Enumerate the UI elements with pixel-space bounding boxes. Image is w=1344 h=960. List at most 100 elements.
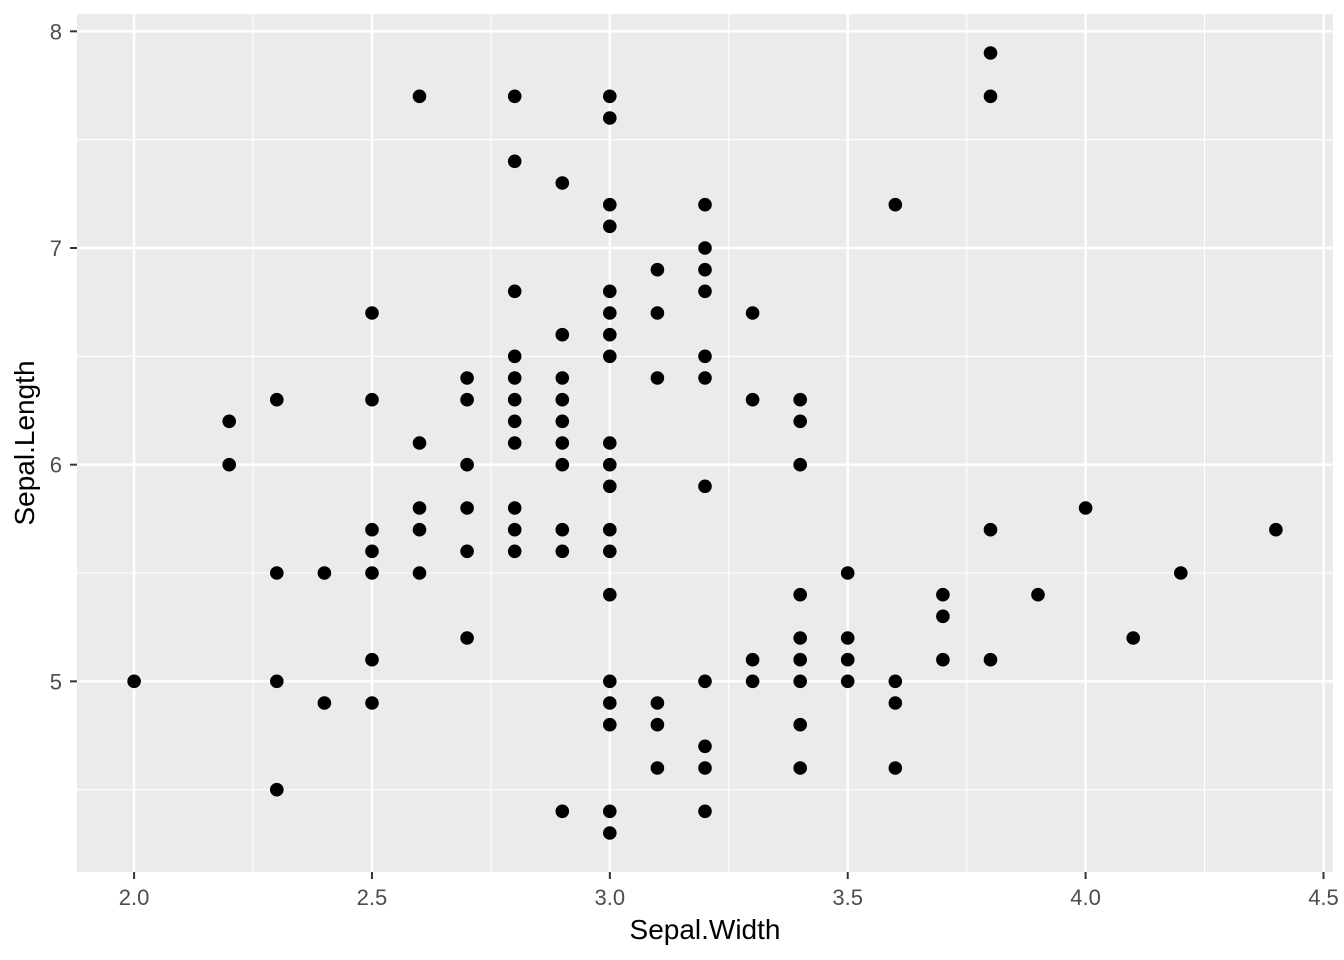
data-point <box>555 804 570 819</box>
x-tick-label: 2.5 <box>357 885 388 910</box>
data-point <box>698 349 712 364</box>
data-point <box>555 457 570 472</box>
data-point <box>888 696 903 710</box>
plot-panel <box>77 14 1333 872</box>
axis-tick-marks <box>70 30 1325 879</box>
data-point <box>793 761 807 775</box>
data-point <box>936 609 950 624</box>
data-point <box>412 501 427 515</box>
data-point <box>555 392 570 407</box>
data-point <box>698 371 712 385</box>
data-point <box>1174 566 1188 580</box>
data-point <box>603 349 617 364</box>
data-point <box>793 717 807 732</box>
data-point <box>888 761 903 775</box>
y-axis-tick-labels: 5 6 7 8 <box>50 19 62 694</box>
data-point <box>555 327 570 342</box>
data-point <box>698 761 712 775</box>
x-tick-label: 2.0 <box>119 885 150 910</box>
data-point <box>698 739 712 754</box>
data-point <box>603 826 617 840</box>
data-point <box>603 197 617 212</box>
data-point <box>698 804 712 819</box>
data-point <box>412 436 427 450</box>
data-point <box>745 392 760 407</box>
data-point <box>317 696 332 710</box>
data-point <box>270 782 284 797</box>
data-point <box>650 717 665 732</box>
data-point <box>793 674 807 689</box>
data-point <box>1269 522 1283 537</box>
data-point <box>270 674 284 689</box>
data-point <box>460 631 474 645</box>
data-point <box>365 652 379 667</box>
data-point <box>555 522 570 537</box>
data-point <box>603 587 617 602</box>
data-point <box>603 717 617 732</box>
data-point <box>840 631 855 645</box>
data-point <box>603 284 617 299</box>
data-point <box>603 544 617 559</box>
data-point <box>270 392 284 407</box>
data-point <box>1126 631 1140 645</box>
data-point <box>127 674 141 689</box>
data-points <box>127 46 1283 840</box>
data-point <box>507 349 522 364</box>
data-point <box>603 327 617 342</box>
data-point <box>507 154 522 169</box>
data-point <box>840 652 855 667</box>
data-point <box>603 804 617 819</box>
y-tick-label: 7 <box>50 236 62 261</box>
data-point <box>698 197 712 212</box>
data-point <box>460 544 474 559</box>
data-point <box>745 652 760 667</box>
data-point <box>460 371 474 385</box>
data-point <box>793 652 807 667</box>
data-point <box>365 696 379 710</box>
data-point <box>793 414 807 429</box>
data-point <box>603 457 617 472</box>
data-point <box>1031 587 1045 602</box>
data-point <box>507 544 522 559</box>
data-point <box>745 306 760 320</box>
data-point <box>222 457 236 472</box>
data-point <box>983 46 998 60</box>
data-point <box>650 262 665 277</box>
x-tick-label: 4.0 <box>1070 885 1101 910</box>
data-point <box>936 587 950 602</box>
y-tick-label: 8 <box>50 19 62 44</box>
data-point <box>507 436 522 450</box>
data-point <box>936 652 950 667</box>
data-point <box>365 566 379 580</box>
x-tick-label: 3.0 <box>595 885 626 910</box>
data-point <box>840 566 855 580</box>
data-point <box>650 761 665 775</box>
data-point <box>698 284 712 299</box>
data-point <box>412 522 427 537</box>
x-axis-title: Sepal.Width <box>630 914 781 945</box>
data-point <box>222 414 236 429</box>
data-point <box>555 436 570 450</box>
data-point <box>650 306 665 320</box>
minor-gridlines <box>77 14 1333 872</box>
x-tick-label: 3.5 <box>832 885 863 910</box>
data-point <box>888 197 903 212</box>
data-point <box>793 457 807 472</box>
x-tick-label: 4.5 <box>1308 885 1339 910</box>
data-point <box>507 392 522 407</box>
data-point <box>650 696 665 710</box>
data-point <box>555 176 570 190</box>
data-point <box>698 262 712 277</box>
data-point <box>793 631 807 645</box>
data-point <box>603 111 617 125</box>
data-point <box>983 522 998 537</box>
data-point <box>983 89 998 104</box>
y-axis-title: Sepal.Length <box>9 360 40 525</box>
data-point <box>412 566 427 580</box>
data-point <box>793 392 807 407</box>
x-axis-tick-labels: 2.0 2.5 3.0 3.5 4.0 4.5 <box>119 885 1339 910</box>
data-point <box>1078 501 1093 515</box>
data-point <box>270 566 284 580</box>
